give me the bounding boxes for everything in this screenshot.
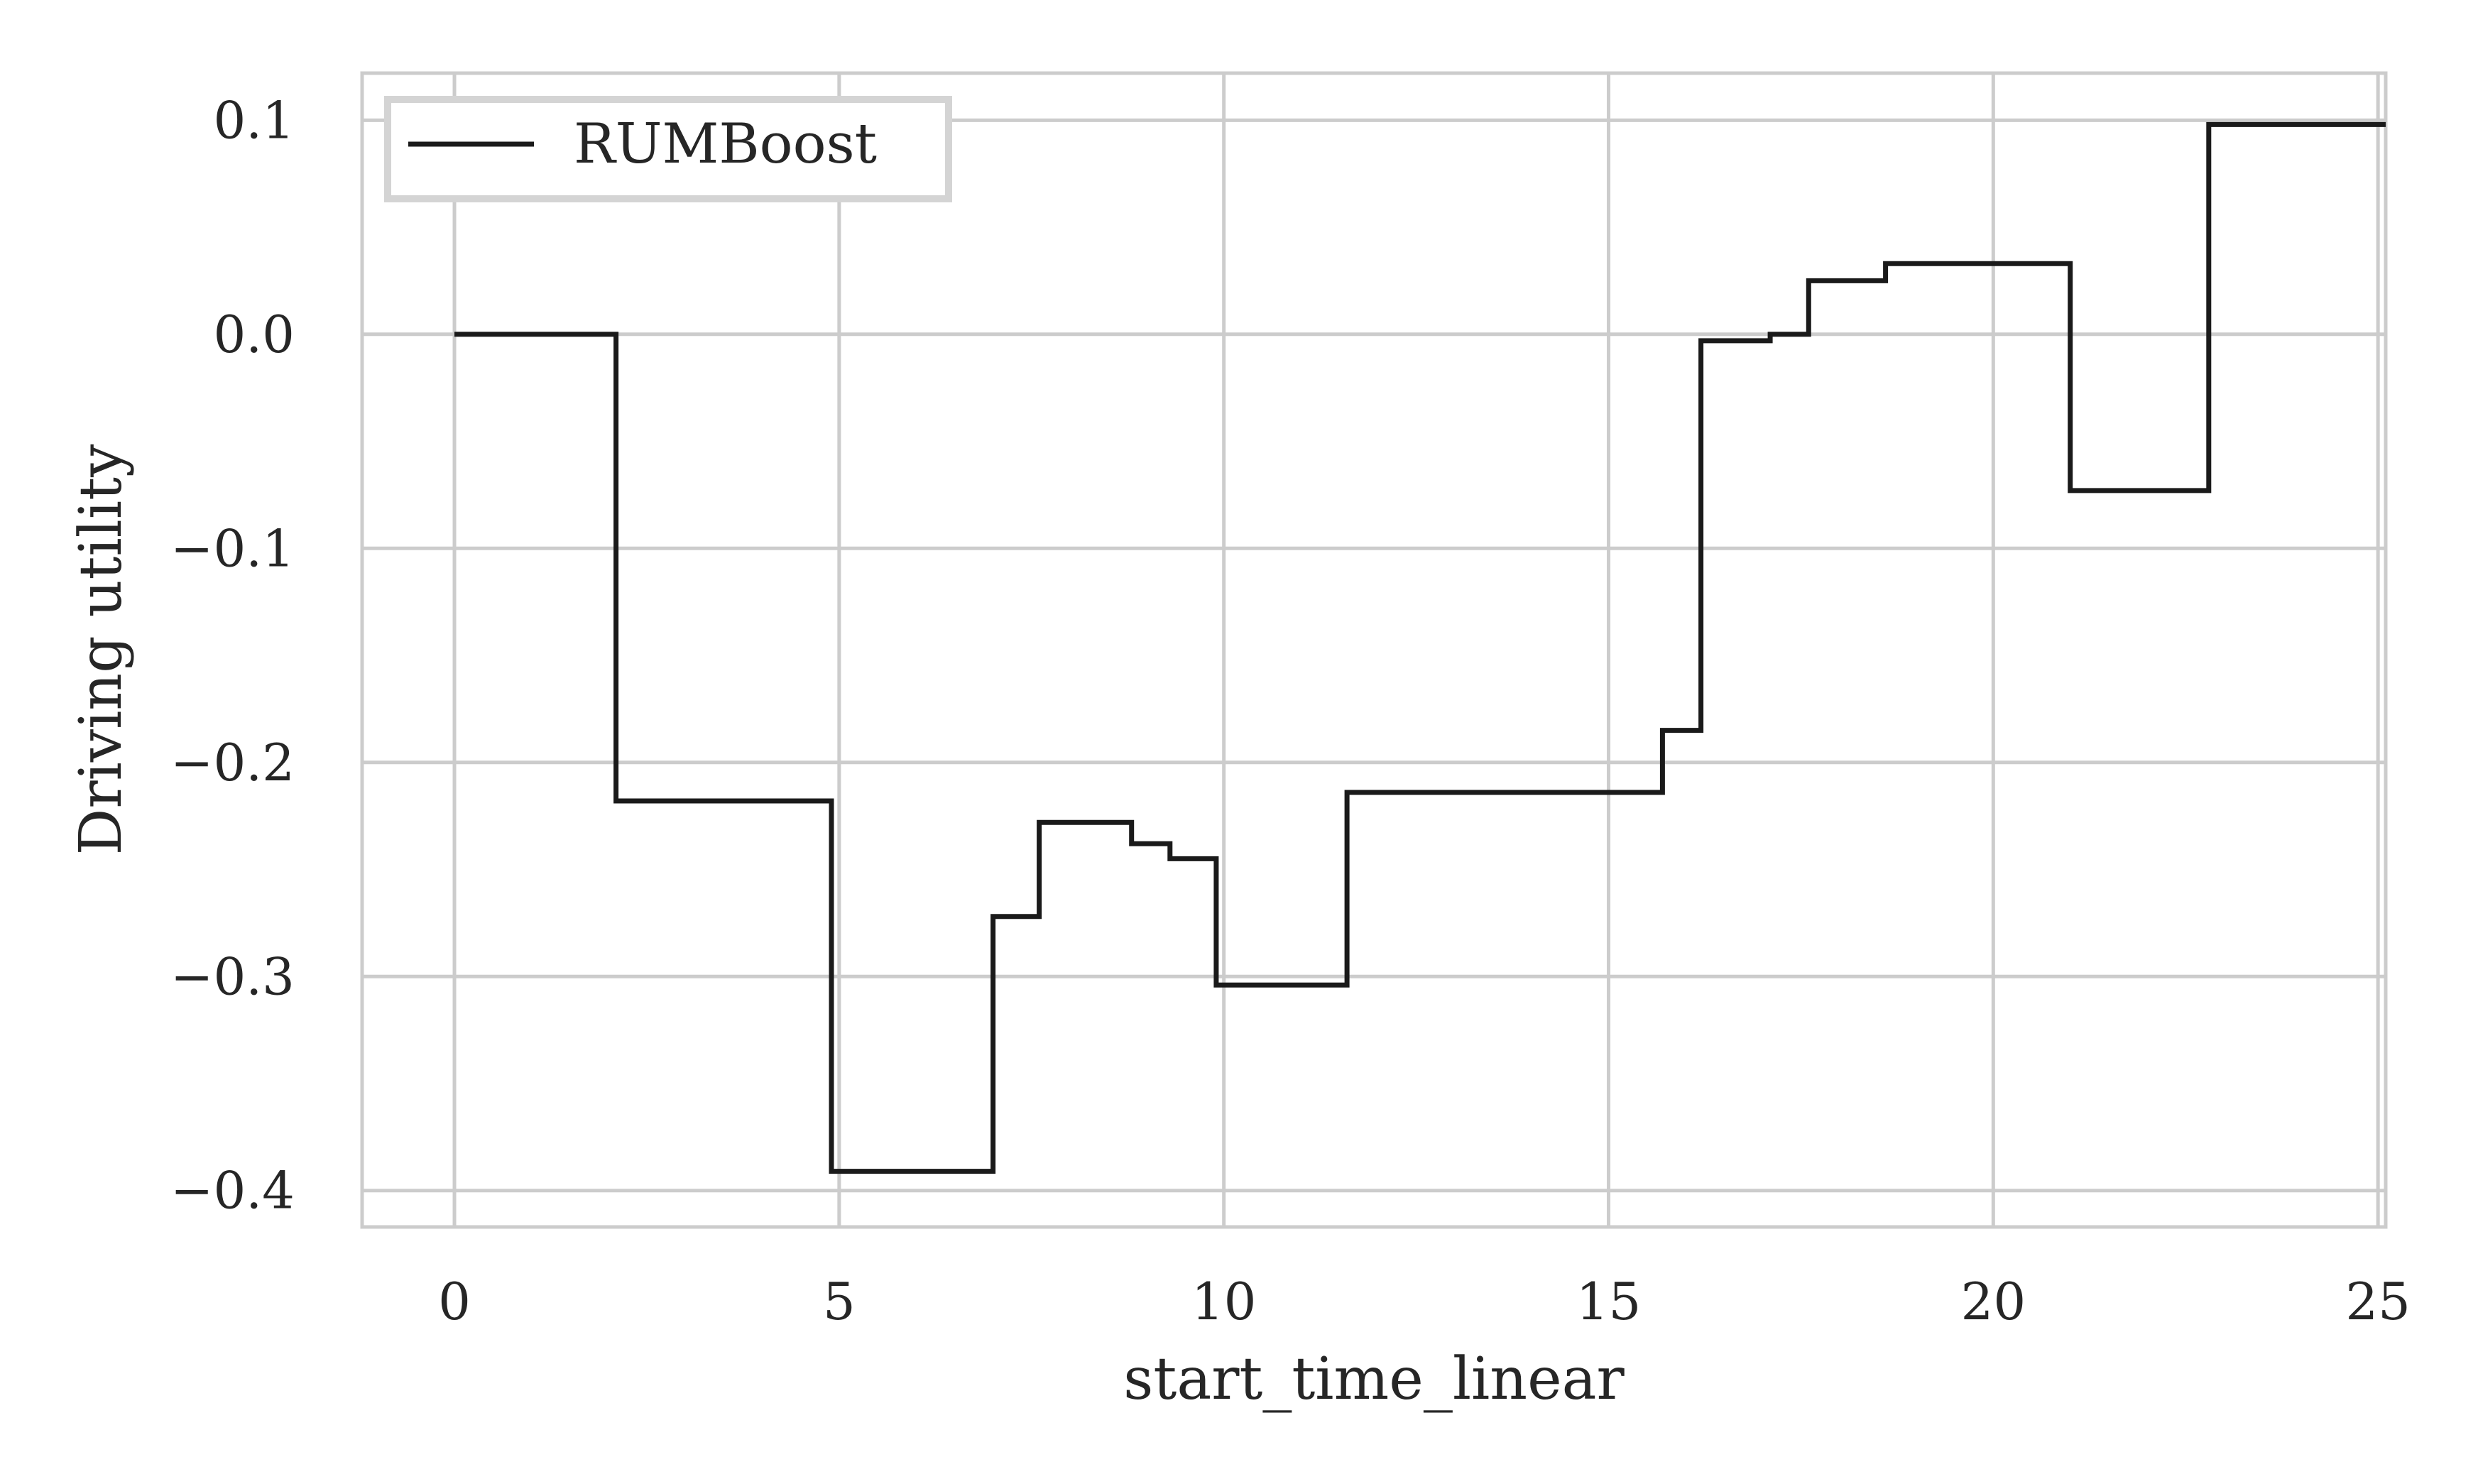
series-line-rumboost bbox=[454, 121, 2386, 1174]
series-group bbox=[454, 121, 2386, 1174]
legend: RUMBoost bbox=[384, 96, 952, 202]
y-axis-label: Driving utility bbox=[67, 444, 135, 855]
y-tick-labels: 0.1 0.0 −0.1 −0.2 −0.3 −0.4 bbox=[170, 90, 295, 1220]
y-tick-label: −0.4 bbox=[170, 1161, 295, 1221]
x-tick-label: 0 bbox=[438, 1272, 471, 1331]
y-tick-label: 0.1 bbox=[213, 90, 295, 150]
grid bbox=[362, 73, 2386, 1227]
x-tick-label: 20 bbox=[1961, 1272, 2026, 1331]
y-tick-label: 0.0 bbox=[213, 305, 295, 364]
legend-box bbox=[384, 96, 952, 202]
plot-area-frame bbox=[360, 71, 2388, 1229]
x-tick-label: 5 bbox=[823, 1272, 856, 1331]
x-axis-label: start_time_linear bbox=[1123, 1346, 1625, 1413]
y-tick-label: −0.3 bbox=[170, 946, 295, 1006]
legend-label-rumboost: RUMBoost bbox=[574, 112, 877, 176]
x-tick-label: 25 bbox=[2345, 1272, 2411, 1331]
x-tick-labels: 0 5 10 15 20 25 bbox=[438, 1272, 2411, 1331]
x-tick-label: 10 bbox=[1191, 1272, 1257, 1331]
y-tick-label: −0.2 bbox=[170, 733, 295, 792]
y-tick-label: −0.1 bbox=[170, 518, 295, 578]
x-tick-label: 15 bbox=[1576, 1272, 1642, 1331]
